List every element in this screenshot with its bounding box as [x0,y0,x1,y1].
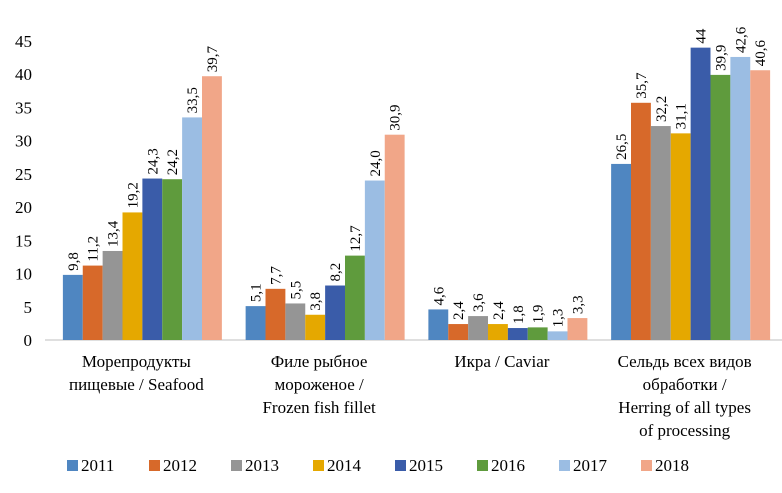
value-label: 5,5 [288,281,304,300]
y-tick-label: 10 [15,265,32,284]
bar [201,76,222,341]
bar [325,285,345,340]
legend-swatch [149,460,160,471]
value-label: 1,3 [551,309,567,328]
bar [690,47,711,341]
value-label: 2,4 [491,301,507,320]
bar [488,324,508,340]
legend-label: 2012 [163,456,197,475]
y-tick-label: 30 [15,132,32,151]
bar [448,324,469,340]
value-label: 19,2 [125,182,141,208]
bar [364,180,385,340]
legend-label: 2016 [491,456,525,475]
bar [428,309,449,340]
legend-label: 2018 [655,456,689,475]
y-tick-label: 25 [15,165,32,184]
x-tick-label: Морепродукты пищевые / Seafood [68,352,204,394]
y-tick-label: 0 [24,331,33,350]
value-label: 44 [694,28,710,44]
bar [265,288,286,340]
bar [142,178,163,340]
bar [631,102,651,340]
value-label: 9,8 [66,252,82,271]
value-label: 12,7 [348,225,364,252]
legend-label: 2013 [245,456,279,475]
bar [82,265,103,340]
legend-swatch [67,460,78,471]
value-label: 13,4 [106,220,122,247]
bar [468,316,489,340]
legend-label: 2011 [81,456,114,475]
value-label: 39,9 [713,45,729,71]
bar [344,255,365,340]
value-label: 24,2 [165,149,181,175]
x-tick-label: Филе рыбное мороженое / Frozen fish fill… [262,352,376,417]
value-label: 3,6 [471,293,487,312]
value-label: 33,5 [185,87,201,113]
bar [730,56,751,341]
value-label: 2,4 [451,301,467,320]
y-tick-label: 15 [15,231,32,250]
y-tick-label: 45 [15,32,32,51]
bar [750,70,771,340]
bar [102,250,123,340]
legend-swatch [231,460,242,471]
bar [245,306,266,340]
value-label: 31,1 [674,103,690,129]
bar [62,274,83,340]
value-label: 8,2 [328,263,344,282]
bar [710,74,731,341]
bar [547,331,568,340]
bar [285,303,306,340]
legend-label: 2015 [409,456,443,475]
value-label: 30,9 [388,104,404,130]
value-label: 4,6 [431,286,447,305]
x-tick-label: Икра / Caviar [454,352,550,371]
y-tick-label: 40 [15,65,32,84]
value-label: 5,1 [249,283,265,302]
legend-swatch [641,460,652,471]
legend-swatch [477,460,488,471]
bar [182,117,202,341]
value-label: 35,7 [634,72,650,99]
value-label: 26,5 [614,134,630,160]
legend-label: 2014 [327,456,362,475]
value-label: 11,2 [86,236,102,262]
legend-swatch [313,460,324,471]
bar [305,314,326,340]
bar [122,212,143,340]
bar [162,179,183,340]
value-label: 40,6 [753,39,769,66]
bar [567,318,588,340]
value-label: 1,8 [511,305,527,324]
bar [384,134,405,340]
y-tick-label: 5 [24,298,33,317]
value-label: 3,8 [308,292,324,311]
bar [611,163,632,340]
bar [670,133,691,340]
value-label: 7,7 [268,266,284,285]
value-label: 24,3 [145,148,161,174]
legend-label: 2017 [573,456,608,475]
legend-swatch [559,460,570,471]
y-tick-label: 20 [15,198,32,217]
x-tick-label: Сельдь всех видов обработки / Herring of… [617,352,752,440]
value-label: 3,3 [570,295,586,314]
legend-swatch [395,460,406,471]
value-label: 1,9 [531,305,547,324]
bar [507,328,528,340]
value-label: 32,2 [654,96,670,122]
bar [650,126,671,340]
bar [527,327,548,340]
y-tick-label: 35 [15,98,32,117]
value-label: 39,7 [205,45,221,72]
value-label: 42,6 [733,26,749,53]
value-label: 24,0 [368,150,384,176]
